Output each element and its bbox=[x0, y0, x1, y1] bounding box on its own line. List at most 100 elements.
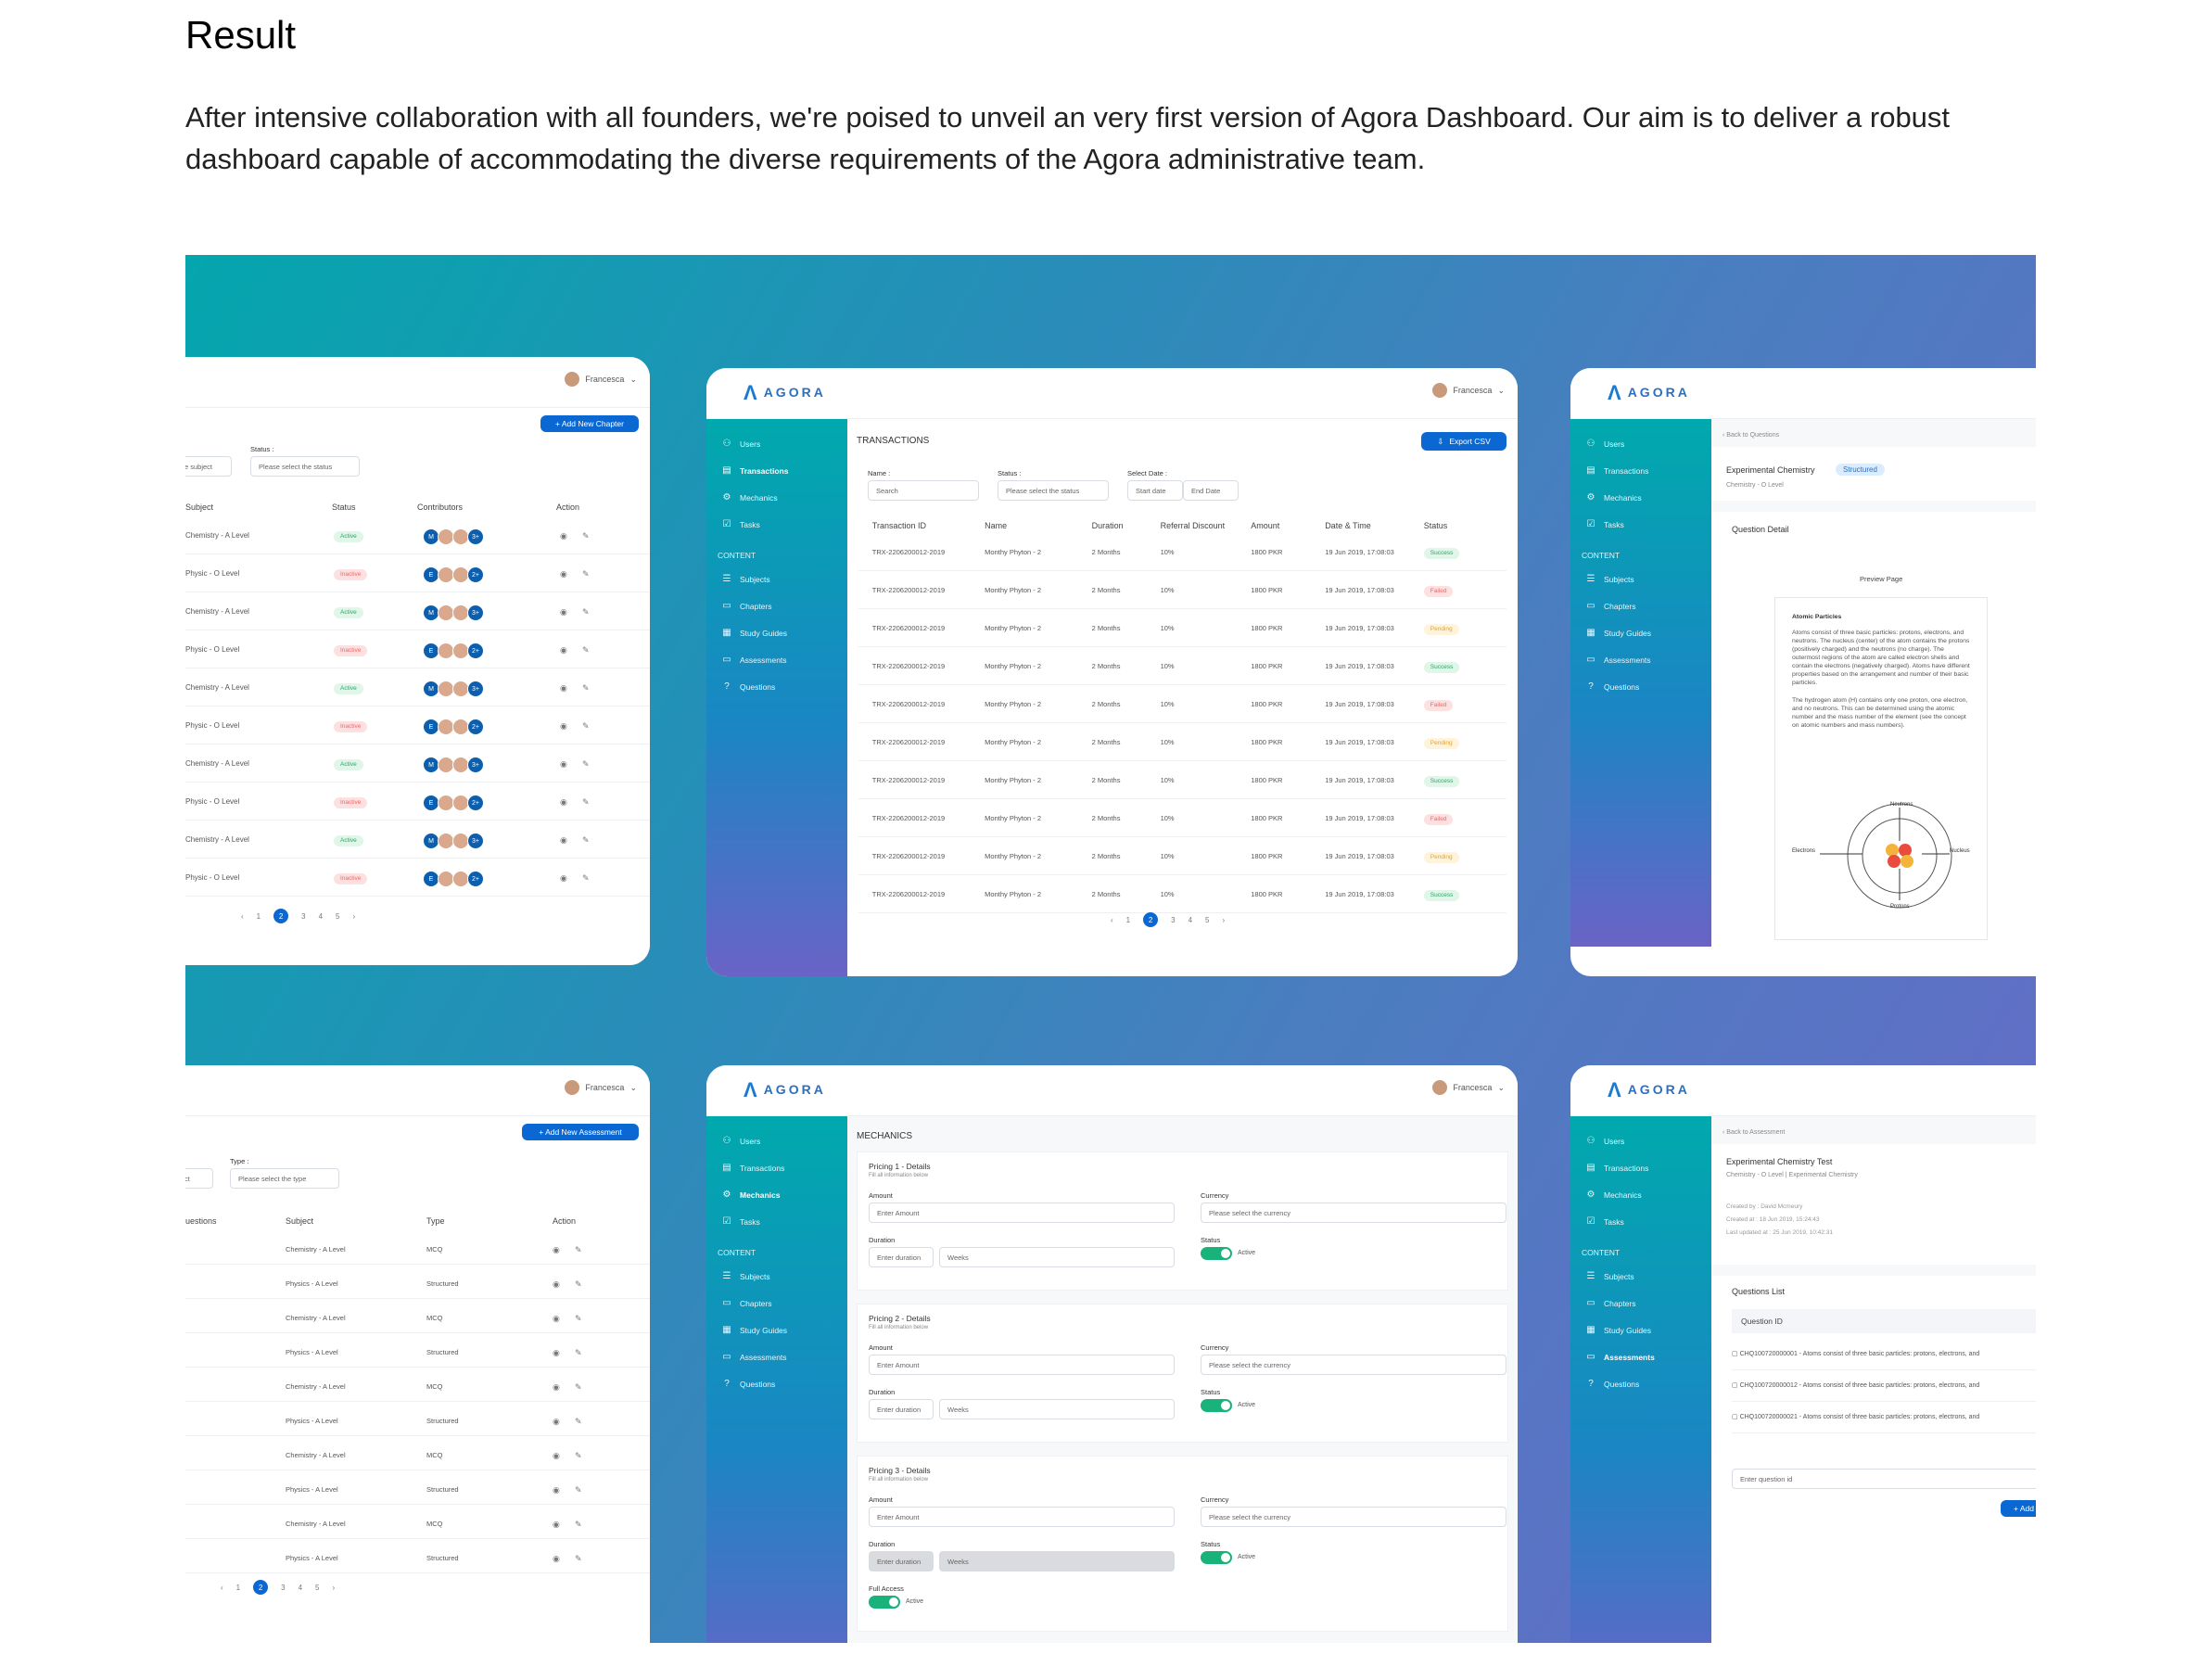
back-to-assessment-link[interactable]: ‹ Back to Assessment bbox=[1723, 1129, 1786, 1136]
edit-icon[interactable]: ✎ bbox=[575, 1417, 582, 1426]
chevron-left-icon[interactable]: ‹ bbox=[1111, 915, 1113, 924]
view-icon[interactable]: ◉ bbox=[560, 721, 567, 731]
user-menu[interactable]: Francesca ⌄ bbox=[565, 1080, 637, 1095]
page-number[interactable]: 2 bbox=[1143, 912, 1159, 927]
subject-filter[interactable]: e subject bbox=[185, 456, 232, 477]
page-number[interactable]: 2 bbox=[273, 909, 289, 923]
currency-select[interactable]: Please select the currency bbox=[1201, 1507, 1506, 1527]
chevron-left-icon[interactable]: ‹ bbox=[241, 911, 244, 921]
chevron-right-icon[interactable]: › bbox=[352, 911, 356, 921]
page-number[interactable]: 5 bbox=[1205, 915, 1210, 924]
edit-icon[interactable]: ✎ bbox=[582, 835, 590, 845]
sidebar-item-transactions[interactable]: ▤ Transactions bbox=[706, 1154, 847, 1181]
user-menu[interactable]: Francesca ⌄ bbox=[1432, 383, 1505, 398]
duration-input[interactable]: Enter duration bbox=[869, 1551, 934, 1572]
question-row[interactable]: ▢ CHQ100720000001 - Atoms consist of thr… bbox=[1732, 1341, 2036, 1370]
sidebar-item-study-guides[interactable]: ▦ Study Guides bbox=[706, 619, 847, 646]
page-number[interactable]: 4 bbox=[298, 1583, 303, 1592]
page-number[interactable]: 2 bbox=[253, 1580, 269, 1595]
chevron-right-icon[interactable]: › bbox=[332, 1583, 336, 1592]
export-csv-button[interactable]: ⇩ Export CSV bbox=[1421, 432, 1506, 451]
page-number[interactable]: 5 bbox=[336, 911, 340, 921]
chevron-left-icon[interactable]: ‹ bbox=[221, 1583, 223, 1592]
edit-icon[interactable]: ✎ bbox=[575, 1382, 582, 1392]
status-toggle[interactable] bbox=[1201, 1551, 1232, 1564]
edit-icon[interactable]: ✎ bbox=[582, 797, 590, 807]
sidebar-item-users[interactable]: ⚇ Users bbox=[1570, 430, 1711, 457]
checkbox-icon[interactable]: ▢ bbox=[1732, 1351, 1740, 1357]
sidebar-item-mechanics[interactable]: ⚙ Mechanics bbox=[1570, 484, 1711, 511]
sidebar-item-transactions[interactable]: ▤ Transactions bbox=[1570, 1154, 1711, 1181]
sidebar-item-tasks[interactable]: ☑ Tasks bbox=[1570, 1208, 1711, 1235]
edit-icon[interactable]: ✎ bbox=[582, 683, 590, 693]
sidebar-item-users[interactable]: ⚇ Users bbox=[706, 1127, 847, 1154]
edit-icon[interactable]: ✎ bbox=[582, 569, 590, 579]
duration-unit-select[interactable]: Weeks bbox=[939, 1399, 1175, 1419]
view-icon[interactable]: ◉ bbox=[553, 1348, 560, 1357]
currency-select[interactable]: Please select the currency bbox=[1201, 1355, 1506, 1375]
view-icon[interactable]: ◉ bbox=[553, 1382, 560, 1392]
view-icon[interactable]: ◉ bbox=[553, 1520, 560, 1529]
view-icon[interactable]: ◉ bbox=[560, 797, 567, 807]
chevron-right-icon[interactable]: › bbox=[1222, 915, 1226, 924]
end-date-input[interactable]: End Date bbox=[1183, 480, 1239, 501]
sidebar-item-chapters[interactable]: ▭ Chapters bbox=[706, 1290, 847, 1317]
sidebar-item-transactions[interactable]: ▤ Transactions bbox=[1570, 457, 1711, 484]
page-number[interactable]: 3 bbox=[281, 1583, 286, 1592]
edit-icon[interactable]: ✎ bbox=[575, 1348, 582, 1357]
sidebar-item-chapters[interactable]: ▭ Chapters bbox=[1570, 592, 1711, 619]
edit-icon[interactable]: ✎ bbox=[575, 1451, 582, 1460]
view-icon[interactable]: ◉ bbox=[560, 683, 567, 693]
sidebar-item-users[interactable]: ⚇ Users bbox=[706, 430, 847, 457]
sidebar-item-mechanics[interactable]: ⚙ Mechanics bbox=[706, 484, 847, 511]
question-row[interactable]: ▢ CHQ100720000021 - Atoms consist of thr… bbox=[1732, 1404, 2036, 1433]
amount-input[interactable]: Enter Amount bbox=[869, 1203, 1175, 1223]
sidebar-item-assessments[interactable]: ▭ Assessments bbox=[706, 646, 847, 673]
add-assessment-button[interactable]: + Add New Assessment bbox=[522, 1124, 639, 1140]
full-access-toggle[interactable] bbox=[869, 1596, 900, 1609]
page-number[interactable]: 4 bbox=[1188, 915, 1193, 924]
sidebar-item-transactions[interactable]: ▤ Transactions bbox=[706, 457, 847, 484]
sidebar-item-subjects[interactable]: ☰ Subjects bbox=[706, 566, 847, 592]
sidebar-item-chapters[interactable]: ▭ Chapters bbox=[1570, 1290, 1711, 1317]
checkbox-icon[interactable]: ▢ bbox=[1732, 1382, 1740, 1389]
status-filter[interactable]: Please select the status bbox=[250, 456, 360, 477]
edit-icon[interactable]: ✎ bbox=[575, 1279, 582, 1289]
view-icon[interactable]: ◉ bbox=[560, 645, 567, 655]
view-icon[interactable]: ◉ bbox=[560, 873, 567, 883]
back-to-questions-link[interactable]: ‹ Back to Questions bbox=[1723, 432, 1780, 439]
user-menu[interactable]: Francesca ⌄ bbox=[565, 372, 637, 387]
page-number[interactable]: 1 bbox=[1125, 915, 1131, 924]
start-date-input[interactable]: Start date bbox=[1127, 480, 1183, 501]
status-toggle[interactable] bbox=[1201, 1399, 1232, 1412]
edit-icon[interactable]: ✎ bbox=[575, 1485, 582, 1495]
page-number[interactable]: 1 bbox=[235, 1583, 241, 1592]
user-menu[interactable]: Francesca ⌄ bbox=[1432, 1080, 1505, 1095]
status-filter[interactable]: Please select the status bbox=[998, 480, 1109, 501]
sidebar-item-questions[interactable]: ? Questions bbox=[706, 1370, 847, 1397]
edit-icon[interactable]: ✎ bbox=[575, 1554, 582, 1563]
view-icon[interactable]: ◉ bbox=[560, 531, 567, 541]
sidebar-item-tasks[interactable]: ☑ Tasks bbox=[706, 511, 847, 538]
sidebar-item-study-guides[interactable]: ▦ Study Guides bbox=[1570, 1317, 1711, 1343]
sidebar-item-assessments[interactable]: ▭ Assessments bbox=[1570, 1343, 1711, 1370]
sidebar-item-users[interactable]: ⚇ Users bbox=[1570, 1127, 1711, 1154]
duration-unit-select[interactable]: Weeks bbox=[939, 1551, 1175, 1572]
edit-icon[interactable]: ✎ bbox=[582, 721, 590, 731]
view-icon[interactable]: ◉ bbox=[560, 759, 567, 769]
page-number[interactable]: 3 bbox=[301, 911, 306, 921]
add-chapter-button[interactable]: + Add New Chapter bbox=[540, 415, 639, 432]
view-icon[interactable]: ◉ bbox=[553, 1245, 560, 1254]
sidebar-item-subjects[interactable]: ☰ Subjects bbox=[706, 1263, 847, 1290]
amount-input[interactable]: Enter Amount bbox=[869, 1507, 1175, 1527]
view-icon[interactable]: ◉ bbox=[553, 1485, 560, 1495]
sidebar-item-tasks[interactable]: ☑ Tasks bbox=[706, 1208, 847, 1235]
question-id-input[interactable]: Enter question id bbox=[1732, 1469, 2036, 1489]
subject-filter[interactable]: ct bbox=[185, 1168, 213, 1189]
name-search-input[interactable]: Search bbox=[868, 480, 979, 501]
amount-input[interactable]: Enter Amount bbox=[869, 1355, 1175, 1375]
sidebar-item-study-guides[interactable]: ▦ Study Guides bbox=[706, 1317, 847, 1343]
view-icon[interactable]: ◉ bbox=[553, 1554, 560, 1563]
add-question-button[interactable]: + Add bbox=[2001, 1500, 2036, 1517]
edit-icon[interactable]: ✎ bbox=[582, 531, 590, 541]
